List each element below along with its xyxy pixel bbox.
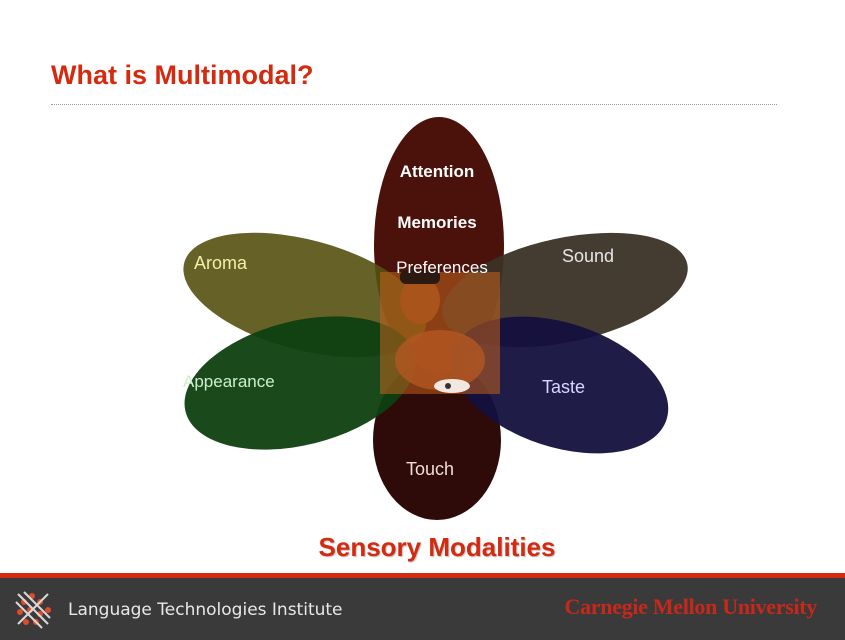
appearance-label: Appearance <box>183 372 275 391</box>
memories-label: Memories <box>397 213 476 232</box>
lti-logo-icon <box>15 591 51 629</box>
institute-name: Language Technologies Institute <box>68 600 343 620</box>
footer-bar: Language Technologies Institute Carnegie… <box>0 578 845 640</box>
person-photo <box>380 270 500 394</box>
slide-title: What is Multimodal? <box>51 60 314 90</box>
touch-petal <box>373 360 501 520</box>
taste-petal <box>451 316 669 454</box>
touch-label: Touch <box>406 459 454 479</box>
appearance-petal <box>184 316 416 450</box>
attention-label: Attention <box>400 162 475 181</box>
aroma-label: Aroma <box>194 253 248 273</box>
footer-accent-line <box>0 573 845 578</box>
diagram-caption: Sensory Modalities <box>318 532 556 562</box>
university-name: Carnegie Mellon University <box>564 594 818 619</box>
title-divider <box>51 104 777 105</box>
preferences-label: Preferences <box>396 258 488 277</box>
taste-label: Taste <box>542 377 585 397</box>
sound-label: Sound <box>562 246 614 266</box>
